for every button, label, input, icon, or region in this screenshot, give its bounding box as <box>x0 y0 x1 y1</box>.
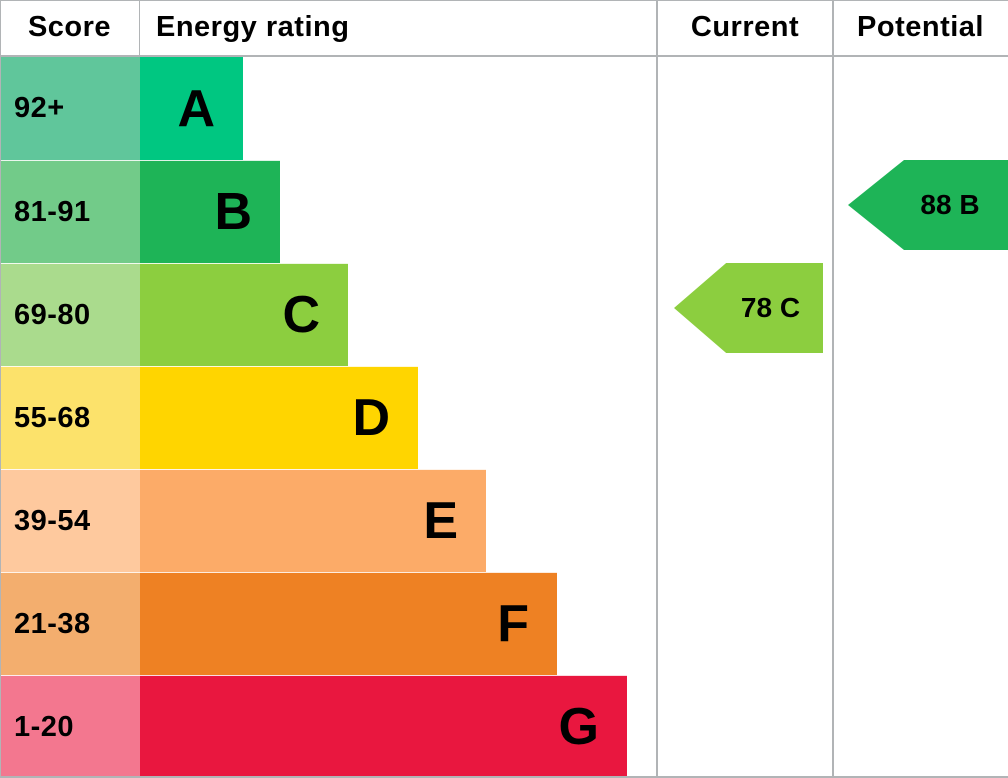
band-letter-g: G <box>558 698 599 756</box>
score-range-a: 92+ <box>0 57 140 160</box>
chart-border-bottom <box>0 776 1008 778</box>
header-energy-rating: Energy rating <box>156 11 350 43</box>
header-potential: Potential <box>857 11 984 43</box>
score-range-d: 55-68 <box>0 366 140 469</box>
band-bar-f: F <box>140 572 557 675</box>
band-letter-e: E <box>423 492 458 550</box>
band-bar-c: C <box>140 263 348 366</box>
band-bar-g: G <box>140 675 627 778</box>
band-letter-b: B <box>214 183 252 241</box>
band-letter-c: C <box>282 286 320 344</box>
score-range-f: 21-38 <box>0 572 140 675</box>
band-row-c: 69-80 C 78 C <box>0 263 1008 366</box>
band-row-f: 21-38 F <box>0 572 1008 675</box>
chart-border-top <box>0 0 1008 1</box>
band-letter-a: A <box>177 79 215 138</box>
band-row-d: 55-68 D <box>0 366 1008 469</box>
score-range-c: 69-80 <box>0 263 140 366</box>
score-range-g: 1-20 <box>0 675 140 778</box>
current-arrow-label: 78 C <box>740 292 801 323</box>
band-row-e: 39-54 E <box>0 469 1008 572</box>
header-score: Score <box>0 0 140 55</box>
table-header: Score Energy rating Current Potential <box>0 0 1008 57</box>
band-bar-b: B <box>140 160 280 263</box>
band-bar-d: D <box>140 366 418 469</box>
potential-arrow: 88 B <box>848 160 1008 250</box>
band-bar-e: E <box>140 469 486 572</box>
band-row-a: 92+ A <box>0 57 1008 160</box>
band-bar-a: A <box>140 57 243 160</box>
band-row-b: 81-91 B 88 B <box>0 160 1008 263</box>
band-letter-f: F <box>497 595 529 653</box>
column-divider-current <box>656 0 658 778</box>
band-letter-d: D <box>352 389 390 447</box>
band-row-g: 1-20 G <box>0 675 1008 778</box>
potential-arrow-label: 88 B <box>920 189 980 220</box>
header-current: Current <box>690 11 800 43</box>
score-range-e: 39-54 <box>0 469 140 572</box>
current-arrow: 78 C <box>674 263 823 353</box>
column-divider-potential <box>832 0 834 778</box>
chart-border-left <box>0 0 1 778</box>
score-range-b: 81-91 <box>0 160 140 263</box>
